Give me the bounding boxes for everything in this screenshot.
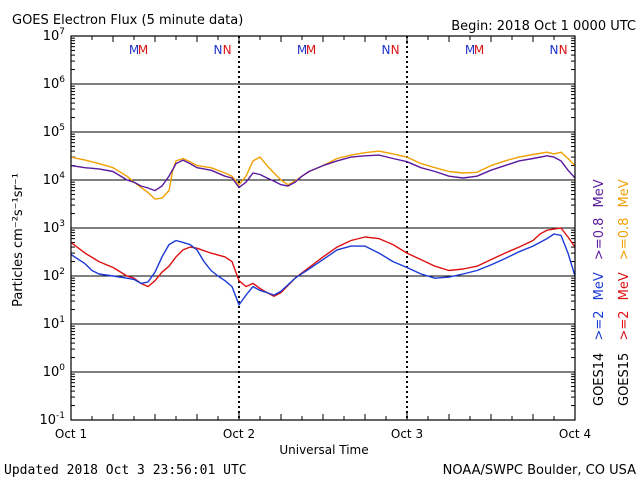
y-tick-label: 10-1 [39, 411, 65, 428]
legend-goes15-label: GOES15 [617, 353, 632, 406]
footer-updated: Updated 2018 Oct 3 23:56:01 UTC [4, 463, 247, 478]
mn-marker: N [214, 43, 223, 57]
legend-goes15-high-unit: MeV [617, 272, 632, 300]
y-tick-label: 107 [43, 27, 65, 44]
legend-goes14-high-unit: MeV [592, 272, 607, 300]
y-tick-label: 103 [43, 219, 65, 236]
legend-goes14-label: GOES14 [592, 353, 607, 406]
mn-marker: M [138, 43, 148, 57]
y-tick-label: 104 [43, 171, 66, 188]
y-tick-label: 106 [43, 75, 66, 92]
mn-marker: M [297, 43, 307, 57]
legend-goes15-high: >=2 [617, 310, 632, 340]
svg-text:GOES14 >=2 MeV: GOES14 >=2 MeV >=0.8 MeV [592, 179, 607, 406]
series-line-goes15-2-mev [70, 227, 576, 297]
series-line-goes15-0-8-mev [70, 150, 576, 200]
plot-frame [70, 35, 576, 421]
x-tick-label: Oct 4 [559, 427, 591, 441]
mn-marker: M [306, 43, 316, 57]
mn-marker: M [465, 43, 475, 57]
mn-marker: M [474, 43, 484, 57]
mn-marker: N [391, 43, 400, 57]
series-line-goes14-2-mev [70, 233, 576, 306]
mn-marker: N [550, 43, 559, 57]
x-tick-label: Oct 3 [391, 427, 423, 441]
legend-goes14-low: >=0.8 [592, 218, 607, 260]
y-tick-label: 101 [43, 315, 65, 332]
x-tick-label: Oct 2 [223, 427, 255, 441]
y-axis-label: Particles cm⁻²s⁻¹sr⁻¹ [11, 173, 26, 307]
svg-text:GOES15 >=2 MeV: GOES15 >=2 MeV >=0.8 MeV [617, 179, 632, 406]
legend-goes14-low-unit: MeV [592, 179, 607, 207]
mn-marker: N [223, 43, 232, 57]
legend-goes15-low: >=0.8 [617, 218, 632, 260]
legend-goes14: GOES14 >=2 MeV >=0.8 MeV [592, 179, 607, 406]
legend-goes15: GOES15 >=2 MeV >=0.8 MeV [617, 179, 632, 406]
begin-label: Begin: 2018 Oct 1 0000 UTC [451, 19, 636, 34]
legend-goes14-high: >=2 [592, 310, 607, 340]
mn-marker: N [559, 43, 568, 57]
y-tick-label: 105 [43, 123, 65, 140]
series-line-goes14-0-8-mev [70, 154, 576, 192]
chart-title: GOES Electron Flux (5 minute data) [12, 13, 243, 28]
legend-goes15-low-unit: MeV [617, 179, 632, 207]
y-tick-label: 100 [43, 363, 66, 380]
footer-credit: NOAA/SWPC Boulder, CO USA [443, 463, 636, 478]
y-tick-label: 102 [43, 267, 65, 284]
mn-marker: N [382, 43, 391, 57]
x-axis-label: Universal Time [279, 443, 368, 457]
mn-marker: M [129, 43, 139, 57]
x-tick-label: Oct 1 [55, 427, 87, 441]
